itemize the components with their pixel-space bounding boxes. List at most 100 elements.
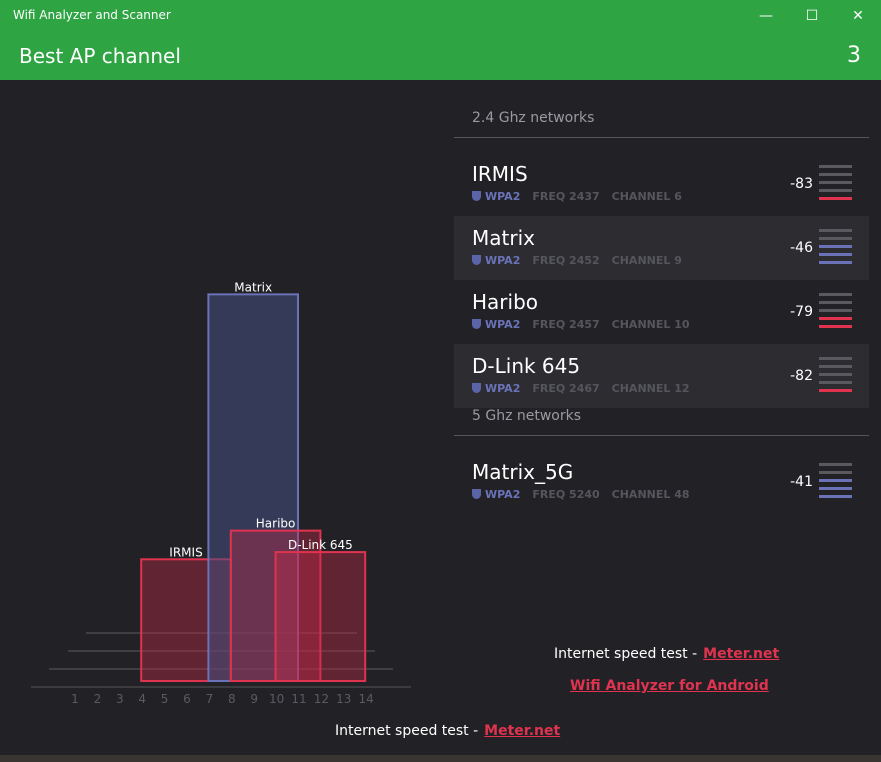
signal-strength-icon bbox=[819, 229, 852, 269]
signal-dbm: -79 bbox=[790, 304, 813, 320]
title-bar: Wifi Analyzer and Scanner — ☐ ✕ bbox=[0, 0, 881, 32]
x-tick-label: 7 bbox=[206, 692, 214, 706]
speed-test-line-right: Internet speed test - Meter.net bbox=[554, 646, 779, 662]
maximize-button[interactable]: ☐ bbox=[805, 8, 819, 24]
frequency-label: FREQ 2457 bbox=[532, 318, 600, 331]
security-label: WPA2 bbox=[485, 318, 521, 331]
x-tick-label: 1 bbox=[71, 692, 79, 706]
signal-bar bbox=[819, 237, 852, 240]
signal-bar bbox=[819, 479, 852, 482]
signal-bar bbox=[819, 495, 852, 498]
channel-chart: 1 2 3 4 5 6 7 8 9 10 11 12 13 14IRMISMatrixHariboD-Li… bbox=[31, 280, 411, 706]
frequency-label: FREQ 2437 bbox=[532, 190, 600, 203]
app-header: Best AP channel 3 bbox=[0, 32, 881, 80]
signal-strength-icon bbox=[819, 463, 852, 503]
signal-dbm: -41 bbox=[790, 474, 813, 490]
channel-label: CHANNEL 9 bbox=[611, 254, 682, 267]
signal-bar bbox=[819, 261, 852, 264]
signal-bar bbox=[819, 293, 852, 296]
x-tick-label: 14 bbox=[359, 692, 374, 706]
network-name: Matrix bbox=[472, 226, 535, 250]
network-row[interactable]: D-Link 645 WPA2 FREQ 2467 CHANNEL 12 -82 bbox=[454, 344, 869, 408]
network-row[interactable]: Matrix WPA2 FREQ 2452 CHANNEL 9 -46 bbox=[454, 216, 869, 280]
channel-label: CHANNEL 12 bbox=[611, 382, 690, 395]
window-title: Wifi Analyzer and Scanner bbox=[13, 8, 171, 22]
security-label: WPA2 bbox=[485, 382, 521, 395]
minimize-button[interactable]: — bbox=[759, 8, 773, 24]
signal-bar bbox=[819, 189, 852, 192]
signal-bar bbox=[819, 301, 852, 304]
x-tick-label: 5 bbox=[161, 692, 169, 706]
channel-label: CHANNEL 48 bbox=[611, 488, 690, 501]
security-label: WPA2 bbox=[485, 190, 521, 203]
shield-icon bbox=[472, 191, 481, 201]
speed-test-label: Internet speed test - bbox=[554, 646, 698, 662]
signal-bar bbox=[819, 357, 852, 360]
network-name: D-Link 645 bbox=[472, 354, 581, 378]
shield-icon bbox=[472, 383, 481, 393]
x-tick-label: 10 bbox=[269, 692, 284, 706]
network-row[interactable]: IRMIS WPA2 FREQ 2437 CHANNEL 6 -83 bbox=[454, 152, 869, 216]
meter-net-link[interactable]: Meter.net bbox=[703, 646, 780, 662]
channel-label: CHANNEL 10 bbox=[611, 318, 690, 331]
security-label: WPA2 bbox=[485, 488, 521, 501]
x-tick-label: 3 bbox=[116, 692, 124, 706]
signal-dbm: -82 bbox=[790, 368, 813, 384]
x-tick-label: 9 bbox=[250, 692, 258, 706]
signal-bar bbox=[819, 463, 852, 466]
signal-bar bbox=[819, 471, 852, 474]
signal-bar bbox=[819, 309, 852, 312]
signal-bar bbox=[819, 365, 852, 368]
meter-net-link[interactable]: Meter.net bbox=[484, 723, 561, 739]
signal-bar bbox=[819, 197, 852, 200]
close-button[interactable]: ✕ bbox=[852, 8, 864, 24]
signal-bar bbox=[819, 181, 852, 184]
section-header: 5 Ghz networks bbox=[454, 408, 869, 436]
security-label: WPA2 bbox=[485, 254, 521, 267]
x-tick-label: 2 bbox=[94, 692, 102, 706]
network-row[interactable]: Matrix_5G WPA2 FREQ 5240 CHANNEL 48 -41 bbox=[454, 450, 869, 514]
network-row[interactable]: Haribo WPA2 FREQ 2457 CHANNEL 10 -79 bbox=[454, 280, 869, 344]
channel-bar-d-link-645 bbox=[274, 551, 367, 682]
x-tick-label: 11 bbox=[291, 692, 306, 706]
signal-bar bbox=[819, 389, 852, 392]
signal-bar bbox=[819, 317, 852, 320]
speed-test-label: Internet speed test - bbox=[335, 723, 479, 739]
bar-label: Matrix bbox=[234, 280, 272, 294]
signal-bar bbox=[819, 253, 852, 256]
signal-dbm: -83 bbox=[790, 176, 813, 192]
main-content: 1 2 3 4 5 6 7 8 9 10 11 12 13 14 IRMIS Matrix Haribo D-Li… bbox=[1, 80, 880, 755]
x-tick-label: 12 bbox=[314, 692, 329, 706]
frequency-label: FREQ 5240 bbox=[532, 488, 600, 501]
speed-test-line-bottom: Internet speed test - Meter.net bbox=[335, 723, 560, 739]
bar-label: IRMIS bbox=[169, 545, 202, 559]
android-app-link[interactable]: Wifi Analyzer for Android bbox=[570, 678, 769, 694]
frequency-label: FREQ 2452 bbox=[532, 254, 600, 267]
signal-bar bbox=[819, 325, 852, 328]
signal-strength-icon bbox=[819, 357, 852, 397]
signal-dbm: -46 bbox=[790, 240, 813, 256]
bar-label: D-Link 645 bbox=[288, 538, 353, 552]
shield-icon bbox=[472, 255, 481, 265]
signal-bar bbox=[819, 173, 852, 176]
signal-strength-icon bbox=[819, 165, 852, 205]
bar-label: Haribo bbox=[256, 517, 296, 531]
network-name: Haribo bbox=[472, 290, 539, 314]
section-header: 2.4 Ghz networks bbox=[454, 110, 869, 138]
network-name: IRMIS bbox=[472, 162, 528, 186]
x-tick-label: 13 bbox=[336, 692, 351, 706]
shield-icon bbox=[472, 489, 481, 499]
signal-bar bbox=[819, 487, 852, 490]
signal-bar bbox=[819, 229, 852, 232]
signal-bar bbox=[819, 245, 852, 248]
signal-bar bbox=[819, 381, 852, 384]
frequency-label: FREQ 2467 bbox=[532, 382, 600, 395]
signal-bar bbox=[819, 165, 852, 168]
x-tick-label: 6 bbox=[183, 692, 191, 706]
channel-label: CHANNEL 6 bbox=[611, 190, 682, 203]
x-tick-label: 4 bbox=[138, 692, 146, 706]
x-tick-label: 8 bbox=[228, 692, 236, 706]
shield-icon bbox=[472, 319, 481, 329]
signal-bar bbox=[819, 373, 852, 376]
signal-strength-icon bbox=[819, 293, 852, 333]
